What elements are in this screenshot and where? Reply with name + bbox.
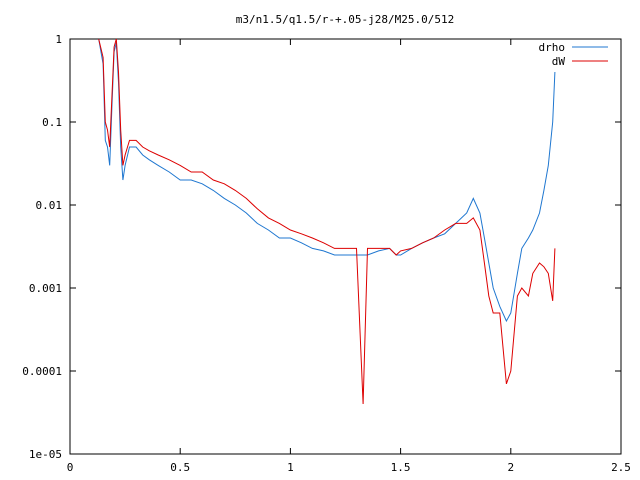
y-tick-label: 1e-05	[29, 448, 62, 461]
y-axis: 1 0.1 0.01 0.001 0.0001 1e-05	[22, 33, 621, 461]
series-line-drho	[98, 38, 556, 323]
x-tick-label: 2	[507, 461, 514, 474]
y-tick-label: 1	[55, 33, 62, 46]
plot-frame	[69, 38, 622, 455]
y-tick-label: 0.01	[36, 199, 63, 212]
legend-label-dW: dW	[552, 55, 566, 68]
legend: drho dW	[539, 41, 608, 68]
x-tick-label: 1	[287, 461, 294, 474]
x-tick-label: 0	[67, 461, 74, 474]
series-group	[98, 38, 556, 405]
y-tick-label: 0.1	[42, 116, 62, 129]
legend-label-drho: drho	[539, 41, 566, 54]
x-tick-label: 2.5	[611, 461, 631, 474]
x-axis: 0 0.5 1 1.5 2 2.5	[67, 39, 631, 474]
x-tick-label: 1.5	[391, 461, 411, 474]
chart-title: m3/n1.5/q1.5/r-+.05-j28/M25.0/512	[236, 13, 455, 26]
y-tick-label: 0.001	[29, 282, 62, 295]
y-tick-label: 0.0001	[22, 365, 62, 378]
series-line-dW	[98, 38, 556, 405]
x-tick-label: 0.5	[170, 461, 190, 474]
